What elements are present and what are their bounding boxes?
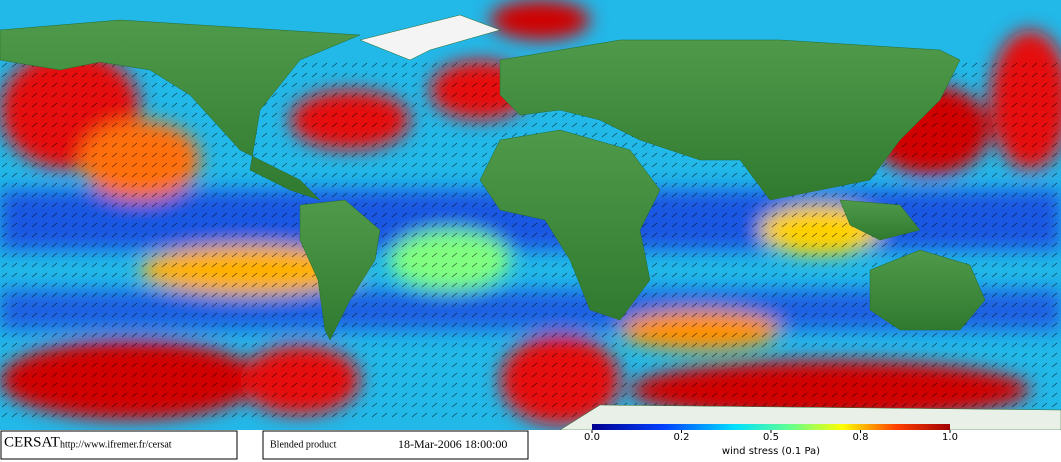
- footer: CERSAT http://www.ifremer.fr/cersat Blen…: [0, 424, 1061, 462]
- datetime: 18-Mar-2006 18:00:00: [398, 437, 507, 451]
- url: http://www.ifremer.fr/cersat: [60, 439, 172, 450]
- colorbar-tick-label: 0.5: [763, 432, 779, 443]
- colorbar-tick-label: 0.2: [674, 432, 690, 443]
- logo: CERSAT: [4, 434, 60, 450]
- colorbar-tick-label: 0.8: [853, 432, 869, 443]
- logo-box: [0, 430, 238, 460]
- colorbar-tick-label: 1.0: [942, 432, 958, 443]
- colorbar-label: wind stress (0.1 Pa): [722, 446, 820, 457]
- product: Blended product: [270, 439, 337, 450]
- product-box: [262, 430, 529, 460]
- colorbar-tick-label: 0.0: [584, 432, 600, 443]
- colorbar: [592, 424, 950, 430]
- land: [0, 14, 1061, 431]
